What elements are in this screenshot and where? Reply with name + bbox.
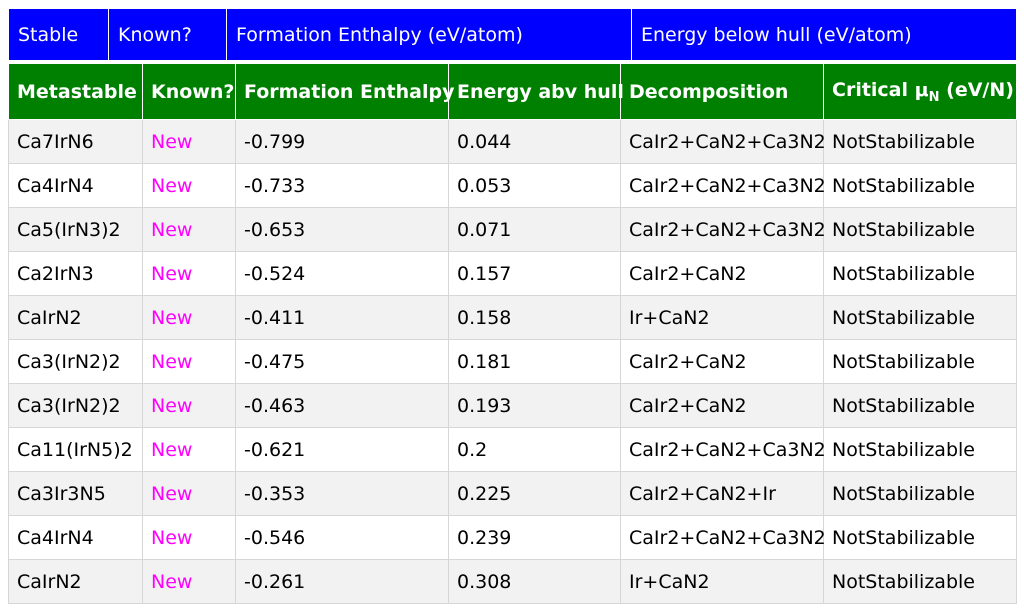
table-row: Ca4IrN4 New -0.733 0.053 CaIr2+CaN2+Ca3N2 Not… [8,163,1017,208]
known-status-cell: New [142,383,236,428]
energy-above-hull-cell: 0.2 [448,427,621,472]
stable-known-col-header: Known? [108,8,227,61]
critical-mu-cell: NotStabilizable [823,163,1017,208]
energy-above-hull-cell: 0.181 [448,339,621,384]
compound-cell: Ca3(IrN2)2 [8,383,143,428]
stable-header-row: Stable Known? Formation Enthalpy (eV/ato… [8,8,1017,61]
compound-cell: Ca2IrN3 [8,251,143,296]
formation-enthalpy-cell: -0.463 [235,383,449,428]
critical-mu-cell: NotStabilizable [823,119,1017,164]
formation-enthalpy-cell: -0.799 [235,119,449,164]
above-hull-col-header: Energy abv hull [448,63,624,120]
stable-below-hull-col-header: Energy below hull (eV/atom) [631,8,1017,61]
energy-above-hull-cell: 0.193 [448,383,621,428]
metastable-table: Metastable Known? Formation Enthalpy Ene… [8,63,1017,604]
critical-label: Critical μ [832,78,929,101]
decomposition-cell: CaIr2+CaN2+Ir [620,471,824,516]
decomposition-col-header: Decomposition [620,63,824,120]
critical-col-header: Critical μN (eV/N) [823,63,1017,120]
energy-above-hull-cell: 0.157 [448,251,621,296]
formation-enthalpy-cell: -0.261 [235,559,449,604]
formation-enthalpy-cell: -0.475 [235,339,449,384]
critical-mu-cell: NotStabilizable [823,471,1017,516]
critical-mu-cell: NotStabilizable [823,295,1017,340]
compound-cell: CaIrN2 [8,295,143,340]
critical-mu-cell: NotStabilizable [823,339,1017,384]
table-row: Ca3Ir3N5 New -0.353 0.225 CaIr2+CaN2+Ir NotSt… [8,471,1017,516]
decomposition-cell: Ir+CaN2 [620,559,824,604]
formation-enthalpy-cell: -0.524 [235,251,449,296]
decomposition-cell: CaIr2+CaN2 [620,251,824,296]
compound-cell: Ca7IrN6 [8,119,143,164]
table-row: Ca3(IrN2)2 New -0.475 0.181 CaIr2+CaN2 NotSta… [8,339,1017,384]
energy-above-hull-cell: 0.071 [448,207,621,252]
critical-mu-cell: NotStabilizable [823,207,1017,252]
critical-mu-cell: NotStabilizable [823,383,1017,428]
critical-mu-cell: NotStabilizable [823,427,1017,472]
decomposition-cell: Ir+CaN2 [620,295,824,340]
critical-mu-cell: NotStabilizable [823,559,1017,604]
compound-cell: CaIrN2 [8,559,143,604]
decomposition-cell: CaIr2+CaN2 [620,383,824,428]
critical-units: (eV/N) [939,78,1014,101]
decomposition-cell: CaIr2+CaN2+Ca3N2 [620,163,826,208]
critical-subscript: N [928,89,940,105]
formation-col-header: Formation Enthalpy [235,63,454,120]
table-row: Ca4IrN4 New -0.546 0.239 CaIr2+CaN2+Ca3N2 Not… [8,515,1017,560]
compound-cell: Ca4IrN4 [8,163,143,208]
decomposition-cell: CaIr2+CaN2+Ca3N2 [620,427,826,472]
critical-mu-cell: NotStabilizable [823,251,1017,296]
energy-above-hull-cell: 0.158 [448,295,621,340]
table-row: Ca3(IrN2)2 New -0.463 0.193 CaIr2+CaN2 NotSta… [8,383,1017,428]
decomposition-cell: CaIr2+CaN2+Ca3N2 [620,515,826,560]
stable-formation-col-header: Formation Enthalpy (eV/atom) [226,8,632,61]
metastable-col-header: Metastable [8,63,143,120]
energy-above-hull-cell: 0.308 [448,559,621,604]
compound-cell: Ca11(IrN5)2 [8,427,143,472]
table-row: Ca7IrN6 New -0.799 0.044 CaIr2+CaN2+Ca3N2 Not… [8,119,1017,164]
known-status-cell: New [142,471,236,516]
compound-cell: Ca3(IrN2)2 [8,339,143,384]
known-status-cell: New [142,207,236,252]
known-status-cell: New [142,251,236,296]
decomposition-cell: CaIr2+CaN2 [620,339,824,384]
formation-enthalpy-cell: -0.546 [235,515,449,560]
table-row: Ca11(IrN5)2 New -0.621 0.2 CaIr2+CaN2+Ca3N2 N… [8,427,1017,472]
metastable-header-row: Metastable Known? Formation Enthalpy Ene… [8,63,1017,120]
known-status-cell: New [142,295,236,340]
formation-enthalpy-cell: -0.653 [235,207,449,252]
formation-enthalpy-cell: -0.353 [235,471,449,516]
decomposition-cell: CaIr2+CaN2+Ca3N2 [620,119,826,164]
table-row: CaIrN2 New -0.411 0.158 Ir+CaN2 NotStabilizab… [8,295,1017,340]
tables-container: Stable Known? Formation Enthalpy (eV/ato… [8,8,1017,604]
energy-above-hull-cell: 0.053 [448,163,621,208]
energy-above-hull-cell: 0.044 [448,119,621,164]
known-status-cell: New [142,339,236,384]
formation-enthalpy-cell: -0.411 [235,295,449,340]
known-status-cell: New [142,163,236,208]
energy-above-hull-cell: 0.239 [448,515,621,560]
critical-mu-cell: NotStabilizable [823,515,1017,560]
formation-enthalpy-cell: -0.733 [235,163,449,208]
formation-enthalpy-cell: -0.621 [235,427,449,472]
table-row: CaIrN2 New -0.261 0.308 Ir+CaN2 NotStabilizab… [8,559,1017,604]
compound-cell: Ca4IrN4 [8,515,143,560]
known-status-cell: New [142,515,236,560]
energy-above-hull-cell: 0.225 [448,471,621,516]
table-row: Ca2IrN3 New -0.524 0.157 CaIr2+CaN2 NotStabil… [8,251,1017,296]
table-row: Ca5(IrN3)2 New -0.653 0.071 CaIr2+CaN2+Ca3N2… [8,207,1017,252]
compound-cell: Ca5(IrN3)2 [8,207,143,252]
stable-col-header: Stable [8,8,109,61]
decomposition-cell: CaIr2+CaN2+Ca3N2 [620,207,826,252]
metastable-body: Ca7IrN6 New -0.799 0.044 CaIr2+CaN2+Ca3N2 Not… [8,119,1017,604]
stable-table: Stable Known? Formation Enthalpy (eV/ato… [8,8,1017,61]
compound-cell: Ca3Ir3N5 [8,471,143,516]
known-status-cell: New [142,119,236,164]
known-col-header: Known? [142,63,236,120]
known-status-cell: New [142,427,236,472]
known-status-cell: New [142,559,236,604]
